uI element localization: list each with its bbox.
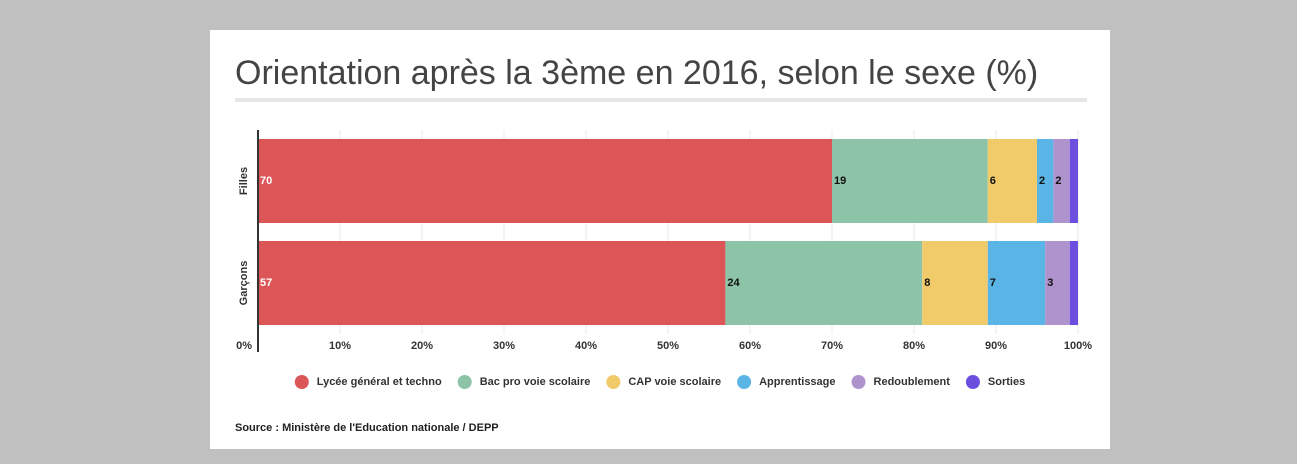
bar-segment bbox=[258, 241, 726, 325]
bar-segment bbox=[1069, 241, 1078, 325]
legend-marker bbox=[457, 375, 472, 389]
y-tick-label: Filles bbox=[238, 167, 250, 195]
title-rule bbox=[235, 98, 1087, 102]
legend-label: Lycée général et techno bbox=[317, 376, 442, 388]
value-label: 8 bbox=[924, 277, 930, 289]
value-label: 57 bbox=[260, 277, 272, 289]
value-label: 70 bbox=[260, 175, 272, 187]
legend-marker bbox=[737, 375, 752, 389]
x-tick-label: 50% bbox=[657, 340, 679, 352]
bar-segment bbox=[1045, 241, 1070, 325]
bar-segment bbox=[1053, 139, 1070, 223]
x-tick-label: 10% bbox=[329, 340, 351, 352]
legend-marker bbox=[294, 375, 309, 389]
x-tick-label: 80% bbox=[903, 340, 925, 352]
legend-label: Bac pro voie scolaire bbox=[480, 376, 591, 388]
bar-segment bbox=[1037, 139, 1054, 223]
value-label: 2 bbox=[1055, 175, 1061, 187]
legend-marker bbox=[606, 375, 621, 389]
bar-segment bbox=[832, 139, 988, 223]
legend-label: Sorties bbox=[988, 376, 1025, 388]
value-label: 6 bbox=[990, 175, 996, 187]
legend-label: Redoublement bbox=[874, 376, 951, 388]
bar-segment bbox=[725, 241, 923, 325]
x-tick-label: 70% bbox=[821, 340, 843, 352]
legend-marker bbox=[965, 375, 980, 389]
x-tick-label: 30% bbox=[493, 340, 515, 352]
x-tick-label: 20% bbox=[411, 340, 433, 352]
value-label: 19 bbox=[834, 175, 846, 187]
value-label: 24 bbox=[727, 277, 740, 289]
y-tick-label: Garçons bbox=[238, 261, 250, 306]
value-label: 3 bbox=[1047, 277, 1053, 289]
bar-segment bbox=[987, 139, 1037, 223]
value-label: 7 bbox=[990, 277, 996, 289]
legend-label: Apprentissage bbox=[759, 376, 835, 388]
value-label: 2 bbox=[1039, 175, 1045, 187]
bar-segment bbox=[1069, 139, 1078, 223]
x-tick-label: 90% bbox=[985, 340, 1007, 352]
legend-marker bbox=[851, 375, 866, 389]
x-tick-label: 40% bbox=[575, 340, 597, 352]
x-tick-label: 0% bbox=[236, 340, 252, 352]
x-tick-label: 100% bbox=[1064, 340, 1092, 352]
x-tick-label: 60% bbox=[739, 340, 761, 352]
chart-title: Orientation après la 3ème en 2016, selon… bbox=[235, 54, 1038, 92]
bar-segment bbox=[258, 139, 832, 223]
legend-label: CAP voie scolaire bbox=[628, 376, 721, 388]
bar-segment bbox=[922, 241, 988, 325]
source: Source : Ministère de l'Education nation… bbox=[235, 422, 499, 434]
bar-segment bbox=[987, 241, 1046, 325]
